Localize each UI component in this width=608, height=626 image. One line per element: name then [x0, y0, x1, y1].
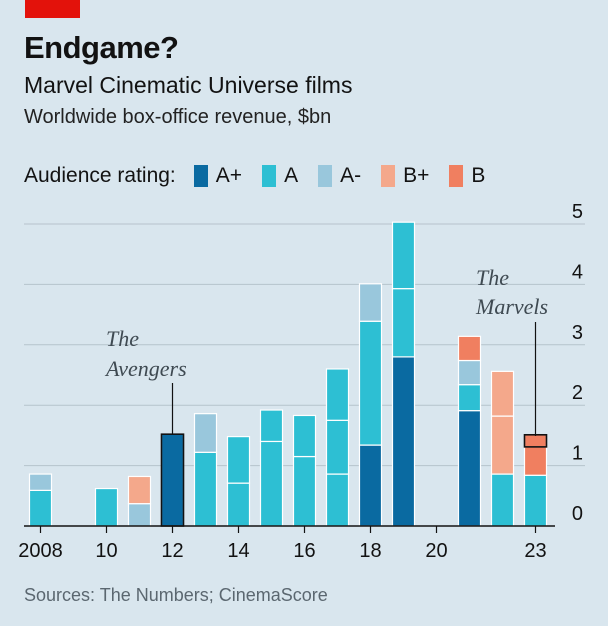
bar-segment [28, 489, 53, 527]
bar-segment [127, 503, 152, 527]
y-tick-label: 3 [572, 322, 583, 344]
bar-segment [94, 487, 119, 527]
bar-segment [391, 288, 416, 358]
bar-segment [490, 415, 515, 475]
bar-segment [358, 283, 383, 322]
bar-segment [127, 475, 152, 505]
bar-segment [259, 409, 284, 443]
x-tick-label: 20 [425, 540, 447, 562]
x-tick-label: 14 [227, 540, 249, 562]
legend-label: B [471, 164, 486, 187]
bar-segment [193, 413, 218, 453]
x-tick-label: 2008 [18, 540, 63, 562]
legend-swatch [193, 165, 208, 187]
chart-title: Endgame? [24, 30, 179, 65]
bar-segment [160, 433, 185, 527]
bar-segment [193, 451, 218, 527]
annotation-label: The [106, 326, 139, 351]
y-tick-label: 5 [572, 201, 583, 223]
bar-segment [226, 482, 251, 527]
bar-segment [292, 414, 317, 458]
bar-segment [28, 473, 53, 491]
x-tick-label: 18 [359, 540, 381, 562]
chart-subtitle: Marvel Cinematic Universe films [24, 72, 353, 98]
legend-item-a-plus: A+ [193, 164, 243, 188]
legend-title: Audience rating: [24, 164, 176, 187]
bar-segment [457, 384, 482, 412]
source-note: Sources: The Numbers; CinemaScore [24, 585, 328, 605]
legend-label: A [284, 164, 299, 187]
bar-segment [523, 446, 548, 476]
bar-segment [325, 368, 350, 421]
annotation-label: Marvels [475, 294, 548, 319]
bar-segment [391, 356, 416, 527]
bar-segment [259, 440, 284, 527]
chart-units: Worldwide box-office revenue, $bn [24, 106, 332, 128]
bar-segment [457, 335, 482, 362]
legend-swatch [449, 165, 464, 187]
legend-label: B+ [403, 164, 430, 187]
bar-segment [325, 419, 350, 475]
legend-item-b-plus: B+ [381, 164, 429, 188]
bar-segment [358, 320, 383, 446]
x-tick-label: 23 [524, 540, 546, 562]
x-tick-label: 12 [161, 540, 183, 562]
bar-segment [292, 455, 317, 527]
annotation-label: The [476, 265, 509, 290]
bar-segment [226, 436, 251, 484]
bar-segment [358, 444, 383, 527]
y-tick-label: 1 [572, 443, 583, 465]
legend-label: A- [340, 164, 362, 187]
legend-item-a-minus: A- [318, 164, 361, 188]
y-tick-label: 2 [572, 382, 583, 404]
annotation-label: Avengers [104, 356, 187, 381]
bar-segment [325, 473, 350, 527]
y-tick-label: 0 [572, 503, 583, 525]
legend-label: A+ [215, 164, 243, 187]
x-tick-label: 10 [95, 540, 117, 562]
bar-segment [391, 221, 416, 290]
legend-item-b: B [449, 164, 485, 188]
y-tick-label: 4 [572, 261, 583, 283]
brand-tag [25, 0, 80, 18]
bar-segment [523, 474, 548, 527]
bar-segment [457, 410, 482, 527]
bar-segment [457, 359, 482, 386]
legend-swatch [381, 165, 396, 187]
legend: Audience rating: A+ A A- B+ B [24, 164, 505, 188]
legend-item-a: A [262, 164, 298, 188]
bar-segment [490, 473, 515, 527]
bar-segment [523, 434, 548, 448]
x-tick-label: 16 [293, 540, 315, 562]
legend-swatch [318, 165, 333, 187]
legend-swatch [262, 165, 277, 187]
bar-segment [490, 370, 515, 417]
